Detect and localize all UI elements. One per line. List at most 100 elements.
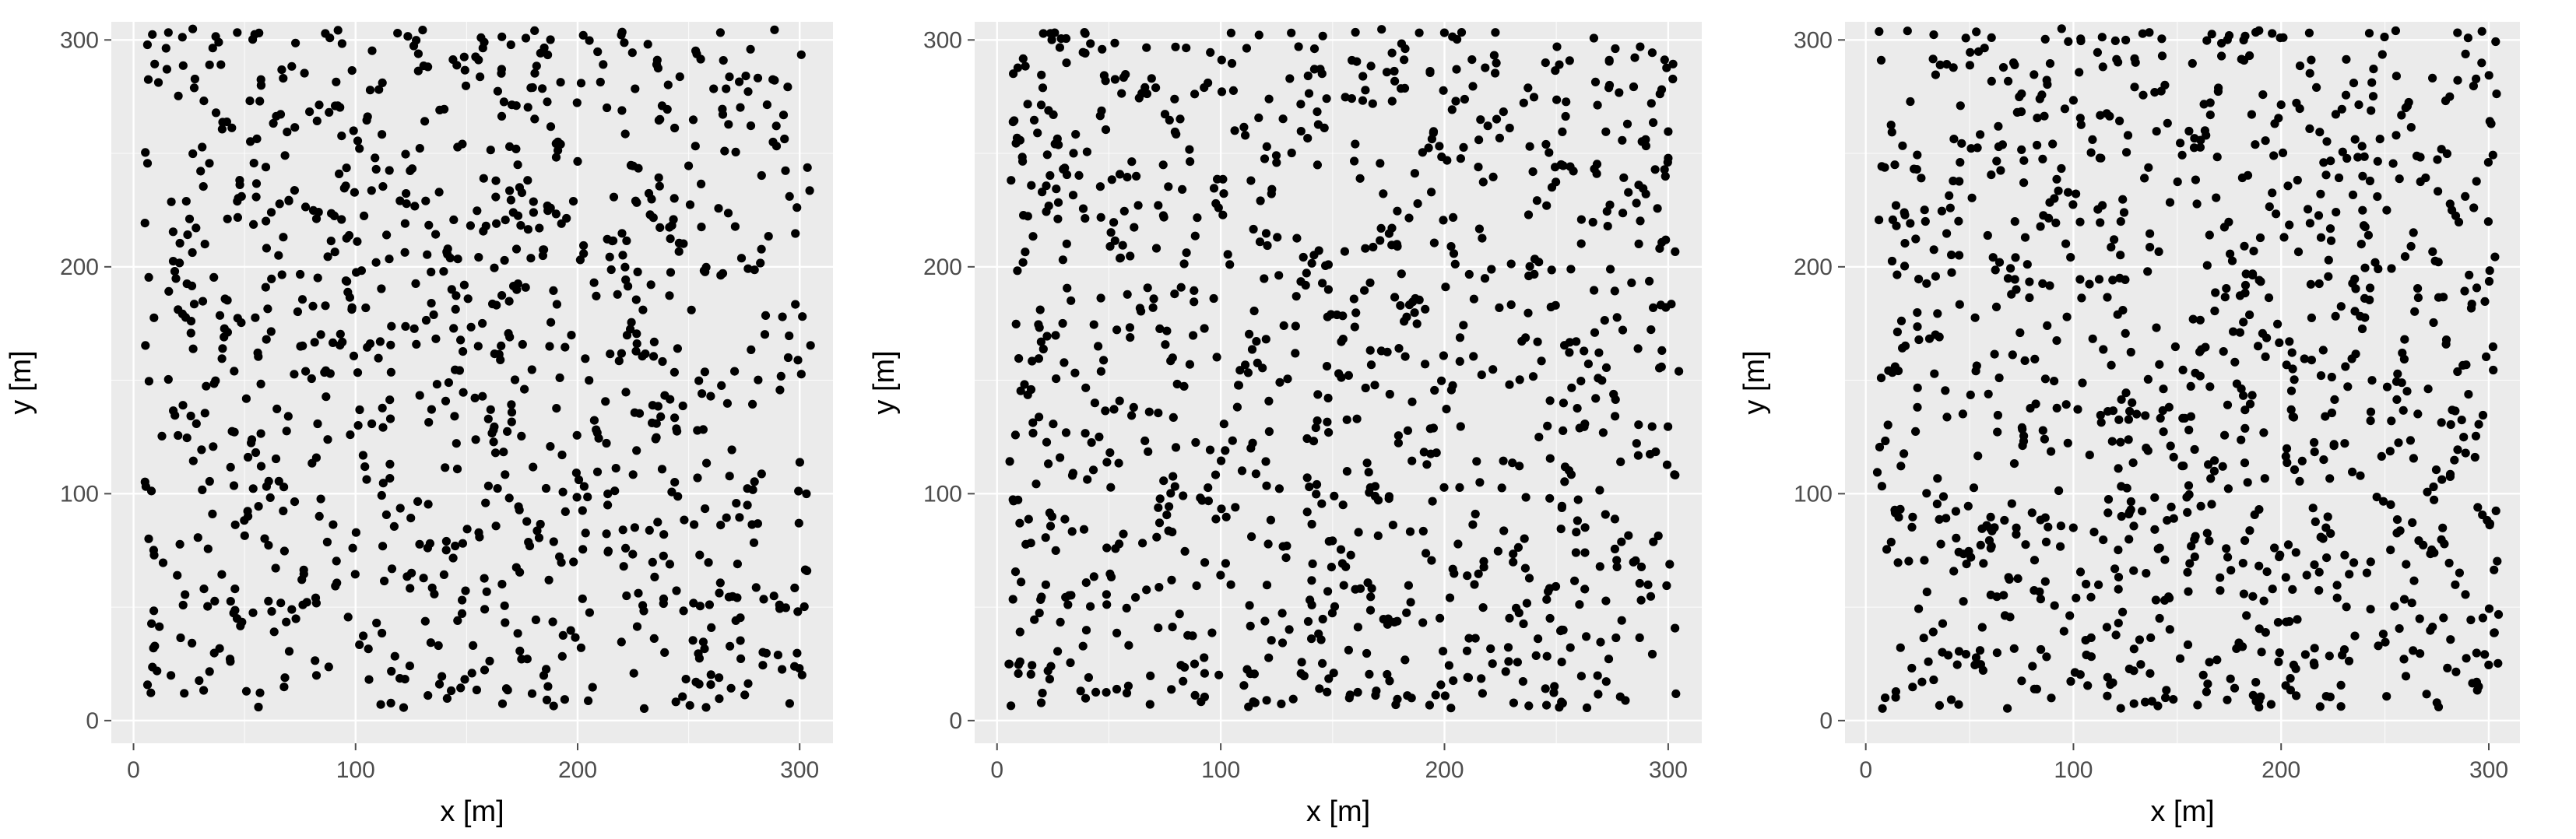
scatter-point (276, 110, 286, 119)
scatter-point (2164, 402, 2174, 412)
scatter-point (451, 304, 460, 314)
scatter-point (347, 66, 357, 75)
scatter-point (411, 279, 420, 288)
scatter-point (583, 492, 592, 502)
scatter-point (1524, 574, 1534, 583)
scatter-point (2035, 94, 2044, 104)
scatter-point (1029, 115, 1039, 125)
scatter-point (424, 418, 434, 427)
scatter-point (1908, 683, 1917, 692)
scatter-point (449, 324, 459, 333)
scatter-point (2153, 544, 2163, 553)
scatter-point (174, 430, 183, 441)
scatter-point (2157, 34, 2167, 44)
scatter-point (1947, 268, 1956, 277)
scatter-point (529, 208, 539, 217)
scatter-point (353, 237, 362, 246)
scatter-point (1931, 272, 1940, 281)
scatter-point (279, 483, 289, 492)
scatter-point (2057, 163, 2066, 174)
scatter-point (2107, 243, 2116, 252)
scatter-point (687, 305, 696, 314)
scatter-point (1254, 113, 1263, 122)
scatter-point (1966, 144, 1976, 153)
scatter-point (1255, 237, 1265, 247)
scatter-point (1021, 247, 1030, 257)
scatter-point (399, 703, 409, 712)
scatter-point (1661, 171, 1670, 181)
scatter-point (2227, 256, 2237, 265)
scatter-point (736, 103, 745, 112)
scatter-point (1459, 142, 1468, 152)
scatter-point (1297, 658, 1306, 667)
scatter-point (1330, 602, 1340, 611)
scatter-point (1547, 183, 1557, 192)
scatter-point (427, 299, 436, 308)
scatter-point (1017, 577, 1026, 587)
scatter-point (1144, 407, 1154, 416)
scatter-point (1990, 349, 1999, 359)
scatter-point (2125, 406, 2135, 416)
scatter-point (2471, 431, 2480, 441)
scatter-point (255, 688, 265, 697)
scatter-point (1983, 230, 1992, 240)
scatter-point (2423, 487, 2432, 497)
scatter-point (620, 129, 630, 139)
scatter-point (1561, 111, 1570, 121)
scatter-point (551, 139, 561, 149)
scatter-point (1514, 608, 1523, 618)
scatter-point (2103, 691, 2112, 700)
scatter-point (2332, 208, 2341, 217)
scatter-point (1387, 48, 1397, 58)
scatter-point (556, 78, 565, 87)
y-tick-label: 0 (1819, 708, 1833, 734)
scatter-point (378, 78, 387, 87)
scatter-point (630, 523, 640, 532)
scatter-point (339, 184, 349, 193)
scatter-point (2255, 233, 2265, 243)
scatter-point (2191, 368, 2200, 377)
scatter-point (427, 405, 437, 414)
scatter-point (209, 379, 219, 388)
scatter-point (1942, 412, 1952, 422)
x-tick-label: 200 (1425, 757, 1464, 783)
scatter-point (402, 572, 412, 581)
scatter-point (511, 144, 521, 153)
scatter-point (578, 30, 588, 40)
scatter-point (1252, 337, 1261, 346)
scatter-point (2344, 656, 2354, 665)
scatter-point (188, 456, 198, 465)
scatter-point (2097, 33, 2107, 42)
scatter-point (458, 595, 467, 605)
scatter-point (479, 174, 488, 183)
scatter-point (1987, 170, 1996, 180)
scatter-point (351, 528, 360, 537)
scatter-point (1877, 482, 1886, 491)
scatter-point (697, 223, 706, 232)
scatter-point (1875, 216, 1884, 225)
scatter-point (167, 197, 176, 206)
scatter-point (2098, 201, 2107, 210)
scatter-point (631, 84, 640, 93)
scatter-point (2239, 318, 2248, 327)
scatter-point (2138, 29, 2147, 38)
scatter-point (1388, 521, 1397, 530)
scatter-point (531, 615, 541, 625)
scatter-point (2248, 269, 2258, 279)
scatter-point (1145, 700, 1154, 709)
scatter-point (1966, 47, 1975, 57)
scatter-point (235, 180, 244, 189)
scatter-point (514, 502, 523, 511)
scatter-point (722, 84, 731, 93)
scatter-point (1044, 202, 1053, 211)
scatter-point (482, 587, 491, 596)
scatter-point (1204, 483, 1213, 493)
scatter-point (1545, 148, 1554, 157)
scatter-point (1994, 142, 2003, 152)
scatter-point (2030, 354, 2040, 363)
scatter-point (1428, 497, 1437, 506)
scatter-point (2367, 78, 2377, 87)
scatter-point (1323, 393, 1333, 403)
